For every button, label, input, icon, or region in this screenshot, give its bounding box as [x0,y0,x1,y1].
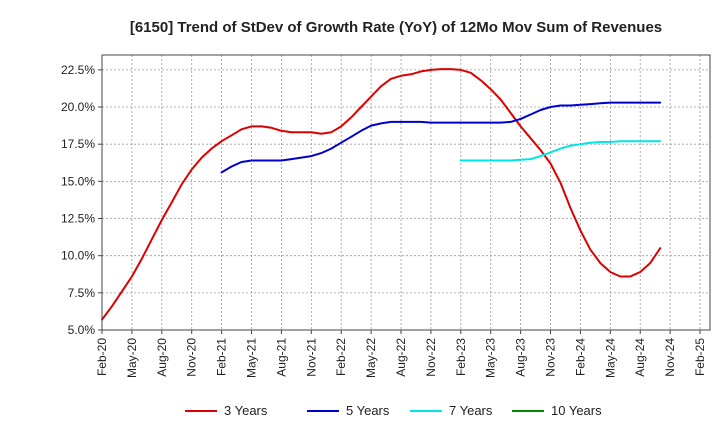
x-tick-label: Feb-22 [334,338,348,376]
x-tick-label: Nov-23 [544,338,558,377]
y-tick-label: 17.5% [61,137,95,151]
legend: 3 Years 5 Years 7 Years 10 Years [185,403,602,418]
x-tick-label: Feb-23 [454,338,468,376]
series-line-5-years [220,101,662,174]
x-tick-label: Nov-20 [185,338,199,377]
x-tick-label: Aug-24 [633,338,647,377]
legend-label-10-years: 10 Years [551,403,602,418]
series-lines [101,68,662,321]
x-tick-label: Feb-25 [693,338,707,376]
x-tick-label: Aug-22 [394,338,408,377]
grid [102,55,710,331]
x-tick-label: Feb-20 [95,338,109,376]
x-tick-label: May-24 [603,338,617,378]
chart-title: [6150] Trend of StDev of Growth Rate (Yo… [130,19,662,36]
y-tick-label: 22.5% [61,63,95,77]
y-tick-label: 5.0% [68,323,96,337]
y-tick-label: 10.0% [61,249,95,263]
y-axis-ticks: 5.0% 7.5% 10.0% 12.5% 15.0% 17.5% 20.0% 22.5% [61,63,102,337]
series-line-3-years [101,68,662,321]
y-tick-label: 15.0% [61,174,95,188]
x-tick-label: May-22 [364,338,378,378]
x-tick-label: May-20 [125,338,139,378]
x-tick-label: Aug-21 [274,338,288,377]
y-tick-label: 7.5% [68,286,96,300]
x-tick-label: Feb-24 [573,338,587,376]
x-tick-label: May-21 [245,338,259,378]
x-tick-label: Nov-22 [424,338,438,377]
x-tick-label: Nov-24 [663,338,677,377]
x-tick-label: Feb-21 [215,338,229,376]
x-tick-label: May-23 [484,338,498,378]
x-tick-label: Aug-20 [155,338,169,377]
legend-label-7-years: 7 Years [449,403,493,418]
legend-label-5-years: 5 Years [346,403,390,418]
series-line-7-years [459,140,662,162]
y-tick-label: 12.5% [61,212,95,226]
x-tick-label: Aug-23 [514,338,528,377]
plot-frame [101,54,711,331]
x-axis-ticks: Feb-20 May-20 Aug-20 Nov-20 Feb-21 May-21 Aug-… [95,330,707,378]
legend-label-3-years: 3 Years [224,403,268,418]
x-tick-label: Nov-21 [304,338,318,377]
y-tick-label: 20.0% [61,100,95,114]
